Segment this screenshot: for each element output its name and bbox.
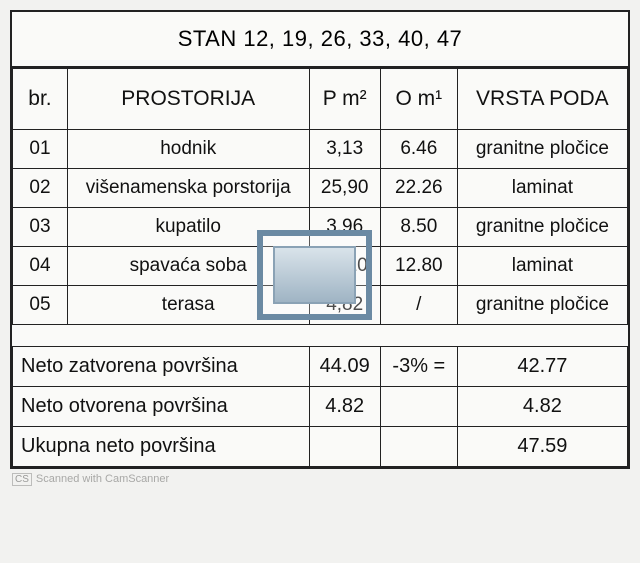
summary-label: Ukupna neto površina: [13, 427, 310, 467]
cell-o: /: [380, 286, 457, 325]
cell-floor: granitne pločice: [457, 208, 627, 247]
cell-br: 01: [13, 130, 68, 169]
gap-row: [13, 325, 628, 347]
summary-label: Neto otvorena površina: [13, 387, 310, 427]
summary-p: 4.82: [309, 387, 380, 427]
col-header-floor: VRSTA PODA: [457, 69, 627, 130]
col-header-o: O m¹: [380, 69, 457, 130]
table-row: 03 kupatilo 3,96 8.50 granitne pločice: [13, 208, 628, 247]
apartment-spec-sheet: STAN 12, 19, 26, 33, 40, 47 br. PROSTORI…: [10, 10, 630, 469]
table-header-row: br. PROSTORIJA P m² O m¹ VRSTA PODA: [13, 69, 628, 130]
table-row: 01 hodnik 3,13 6.46 granitne pločice: [13, 130, 628, 169]
table-row: 05 terasa 4,82 / granitne pločice: [13, 286, 628, 325]
cell-floor: laminat: [457, 169, 627, 208]
cell-o: 12.80: [380, 247, 457, 286]
cell-floor: granitne pločice: [457, 130, 627, 169]
summary-val: 47.59: [457, 427, 627, 467]
cell-p: 3,96: [309, 208, 380, 247]
cell-room: terasa: [67, 286, 309, 325]
summary-row: Neto zatvorena površina 44.09 -3% = 42.7…: [13, 347, 628, 387]
cell-o: 22.26: [380, 169, 457, 208]
camscanner-badge-icon: CS: [12, 473, 32, 486]
table-row: 04 spavaća soba 11,10 12.80 laminat: [13, 247, 628, 286]
summary-val: 4.82: [457, 387, 627, 427]
sheet-title: STAN 12, 19, 26, 33, 40, 47: [12, 12, 628, 68]
cell-o: 6.46: [380, 130, 457, 169]
summary-row: Neto otvorena površina 4.82 4.82: [13, 387, 628, 427]
summary-o: -3% =: [380, 347, 457, 387]
cell-floor: granitne pločice: [457, 286, 627, 325]
col-header-p: P m²: [309, 69, 380, 130]
rooms-table: br. PROSTORIJA P m² O m¹ VRSTA PODA 01 h…: [12, 68, 628, 467]
cell-room: kupatilo: [67, 208, 309, 247]
col-header-room: PROSTORIJA: [67, 69, 309, 130]
table-row: 02 višenamenska porstorija 25,90 22.26 l…: [13, 169, 628, 208]
cell-p: 4,82: [309, 286, 380, 325]
summary-p: [309, 427, 380, 467]
cell-o: 8.50: [380, 208, 457, 247]
cell-p: 3,13: [309, 130, 380, 169]
cell-br: 02: [13, 169, 68, 208]
cell-br: 03: [13, 208, 68, 247]
summary-label: Neto zatvorena površina: [13, 347, 310, 387]
scan-footer: CS Scanned with CamScanner: [10, 473, 630, 486]
cell-room: višenamenska porstorija: [67, 169, 309, 208]
col-header-br: br.: [13, 69, 68, 130]
scan-note: Scanned with CamScanner: [36, 473, 169, 485]
summary-o: [380, 427, 457, 467]
cell-p: 11,10: [309, 247, 380, 286]
cell-p: 25,90: [309, 169, 380, 208]
cell-room: spavaća soba: [67, 247, 309, 286]
summary-o: [380, 387, 457, 427]
summary-val: 42.77: [457, 347, 627, 387]
summary-row: Ukupna neto površina 47.59: [13, 427, 628, 467]
cell-floor: laminat: [457, 247, 627, 286]
cell-br: 05: [13, 286, 68, 325]
summary-p: 44.09: [309, 347, 380, 387]
cell-br: 04: [13, 247, 68, 286]
cell-room: hodnik: [67, 130, 309, 169]
